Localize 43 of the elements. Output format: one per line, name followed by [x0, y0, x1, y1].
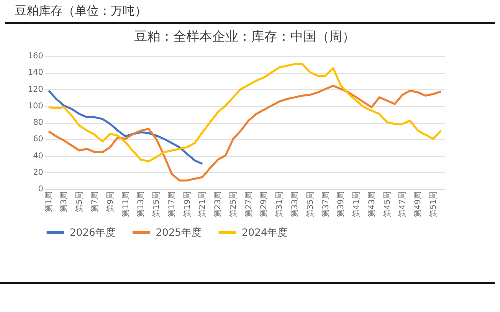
x-tick-label: 第1周: [44, 192, 54, 213]
y-tick-label: 160: [28, 52, 44, 60]
x-tick-label: 第39周: [336, 192, 346, 218]
x-tick-label: 第5周: [75, 192, 84, 213]
x-tick-label: 第27周: [244, 192, 254, 218]
x-tick-label: 第33周: [290, 192, 300, 218]
x-tick-label: 第41周: [352, 192, 362, 218]
legend-label: 2026年度: [70, 226, 116, 239]
x-tick-label: 第9周: [106, 192, 115, 213]
x-tick-label: 第29周: [260, 192, 269, 218]
y-tick-label: 0: [38, 184, 44, 194]
y-tick-label: 20: [33, 168, 44, 177]
x-tick-label: 第7周: [90, 192, 100, 213]
x-tick-label: 第21周: [198, 192, 208, 218]
x-tick-label: 第17周: [167, 192, 176, 218]
y-tick-label: 60: [33, 134, 44, 144]
x-tick-label: 第35周: [306, 192, 315, 218]
legend-label: 2025年度: [156, 226, 202, 239]
y-tick-label: 40: [33, 151, 44, 160]
legend-label: 2024年度: [242, 226, 288, 239]
chart-subtitle: 豆粕：全样本企业：库存：中国（周）: [134, 30, 356, 45]
x-tick-label: 第51周: [428, 192, 438, 218]
x-tick-label: 第19周: [182, 192, 192, 218]
x-tick-label: 第15周: [152, 192, 162, 218]
x-tick-label: 第37周: [321, 192, 330, 218]
line-series: [48, 63, 442, 163]
line-series: [48, 90, 204, 166]
x-tick-label: 第11周: [121, 192, 130, 218]
x-tick-label: 第49周: [414, 192, 423, 218]
chart-title: 豆粕库存（单位：万吨）: [5, 0, 495, 24]
y-tick-label: 80: [33, 118, 44, 127]
x-tick-label: 第45周: [382, 192, 392, 218]
x-tick-label: 第43周: [367, 192, 376, 218]
y-tick-label: 120: [28, 84, 44, 94]
line-series: [48, 84, 442, 182]
x-tick-label: 第23周: [214, 192, 223, 218]
x-tick-label: 第47周: [398, 192, 408, 218]
x-tick-label: 第31周: [275, 192, 284, 218]
x-tick-label: 第25周: [228, 192, 238, 218]
x-tick-label: 第3周: [60, 192, 69, 213]
y-tick-label: 140: [28, 68, 44, 78]
x-tick-label: 第13周: [136, 192, 146, 218]
y-tick-label: 100: [28, 101, 44, 110]
